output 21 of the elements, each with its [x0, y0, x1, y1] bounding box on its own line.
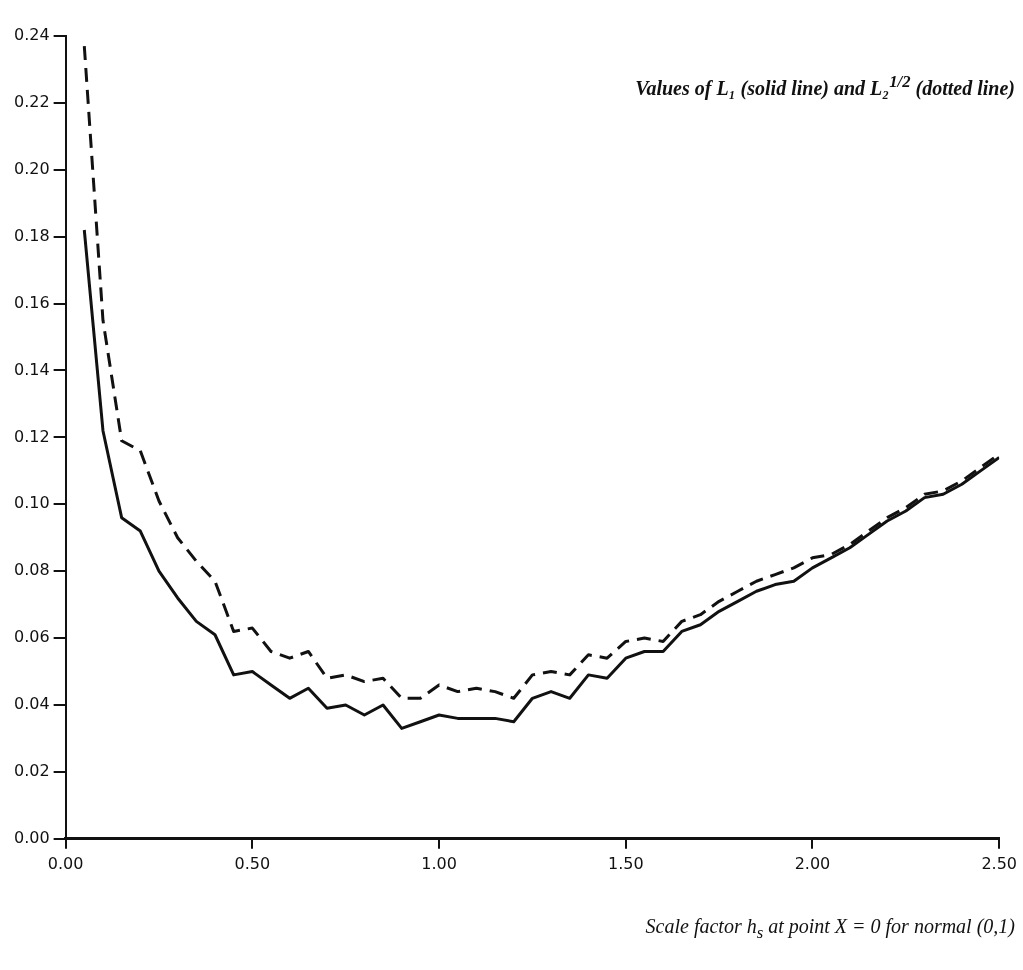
y-tick-label: 0.00 [14, 827, 50, 847]
x-axis-title: Scale factor h$_{s}$ at point X = 0 for normal (0,1) [645, 915, 1015, 943]
y-tick-label: 0.22 [14, 92, 50, 112]
y-tick-label: 0.24 [14, 25, 50, 45]
y-tick-label: 0.02 [14, 761, 50, 781]
y-tick-label: 0.12 [14, 426, 50, 446]
x-tick-label: 0.50 [234, 853, 271, 873]
y-tick-label: 0.08 [14, 560, 50, 580]
y-tick-label: 0.20 [14, 158, 50, 178]
y-tick-label: 0.18 [14, 225, 50, 245]
y-tick-label: 0.16 [14, 292, 50, 312]
x-tick-label: 2.50 [981, 853, 1017, 873]
x-tick-label: 0.00 [47, 853, 84, 873]
y-tick-label: 0.06 [14, 627, 50, 647]
text: Values of L₁ (solid line) and L₂$^{1/2}$ (dotted line) [635, 72, 1015, 100]
y-tick-label: 0.10 [14, 493, 50, 513]
x-tick-label: 1.00 [421, 853, 457, 873]
y-tick-label: 0.04 [14, 694, 50, 714]
y-tick-label: 0.14 [14, 359, 50, 379]
x-tick-label: 1.50 [607, 853, 644, 873]
x-tick-label: 2.00 [794, 853, 831, 873]
